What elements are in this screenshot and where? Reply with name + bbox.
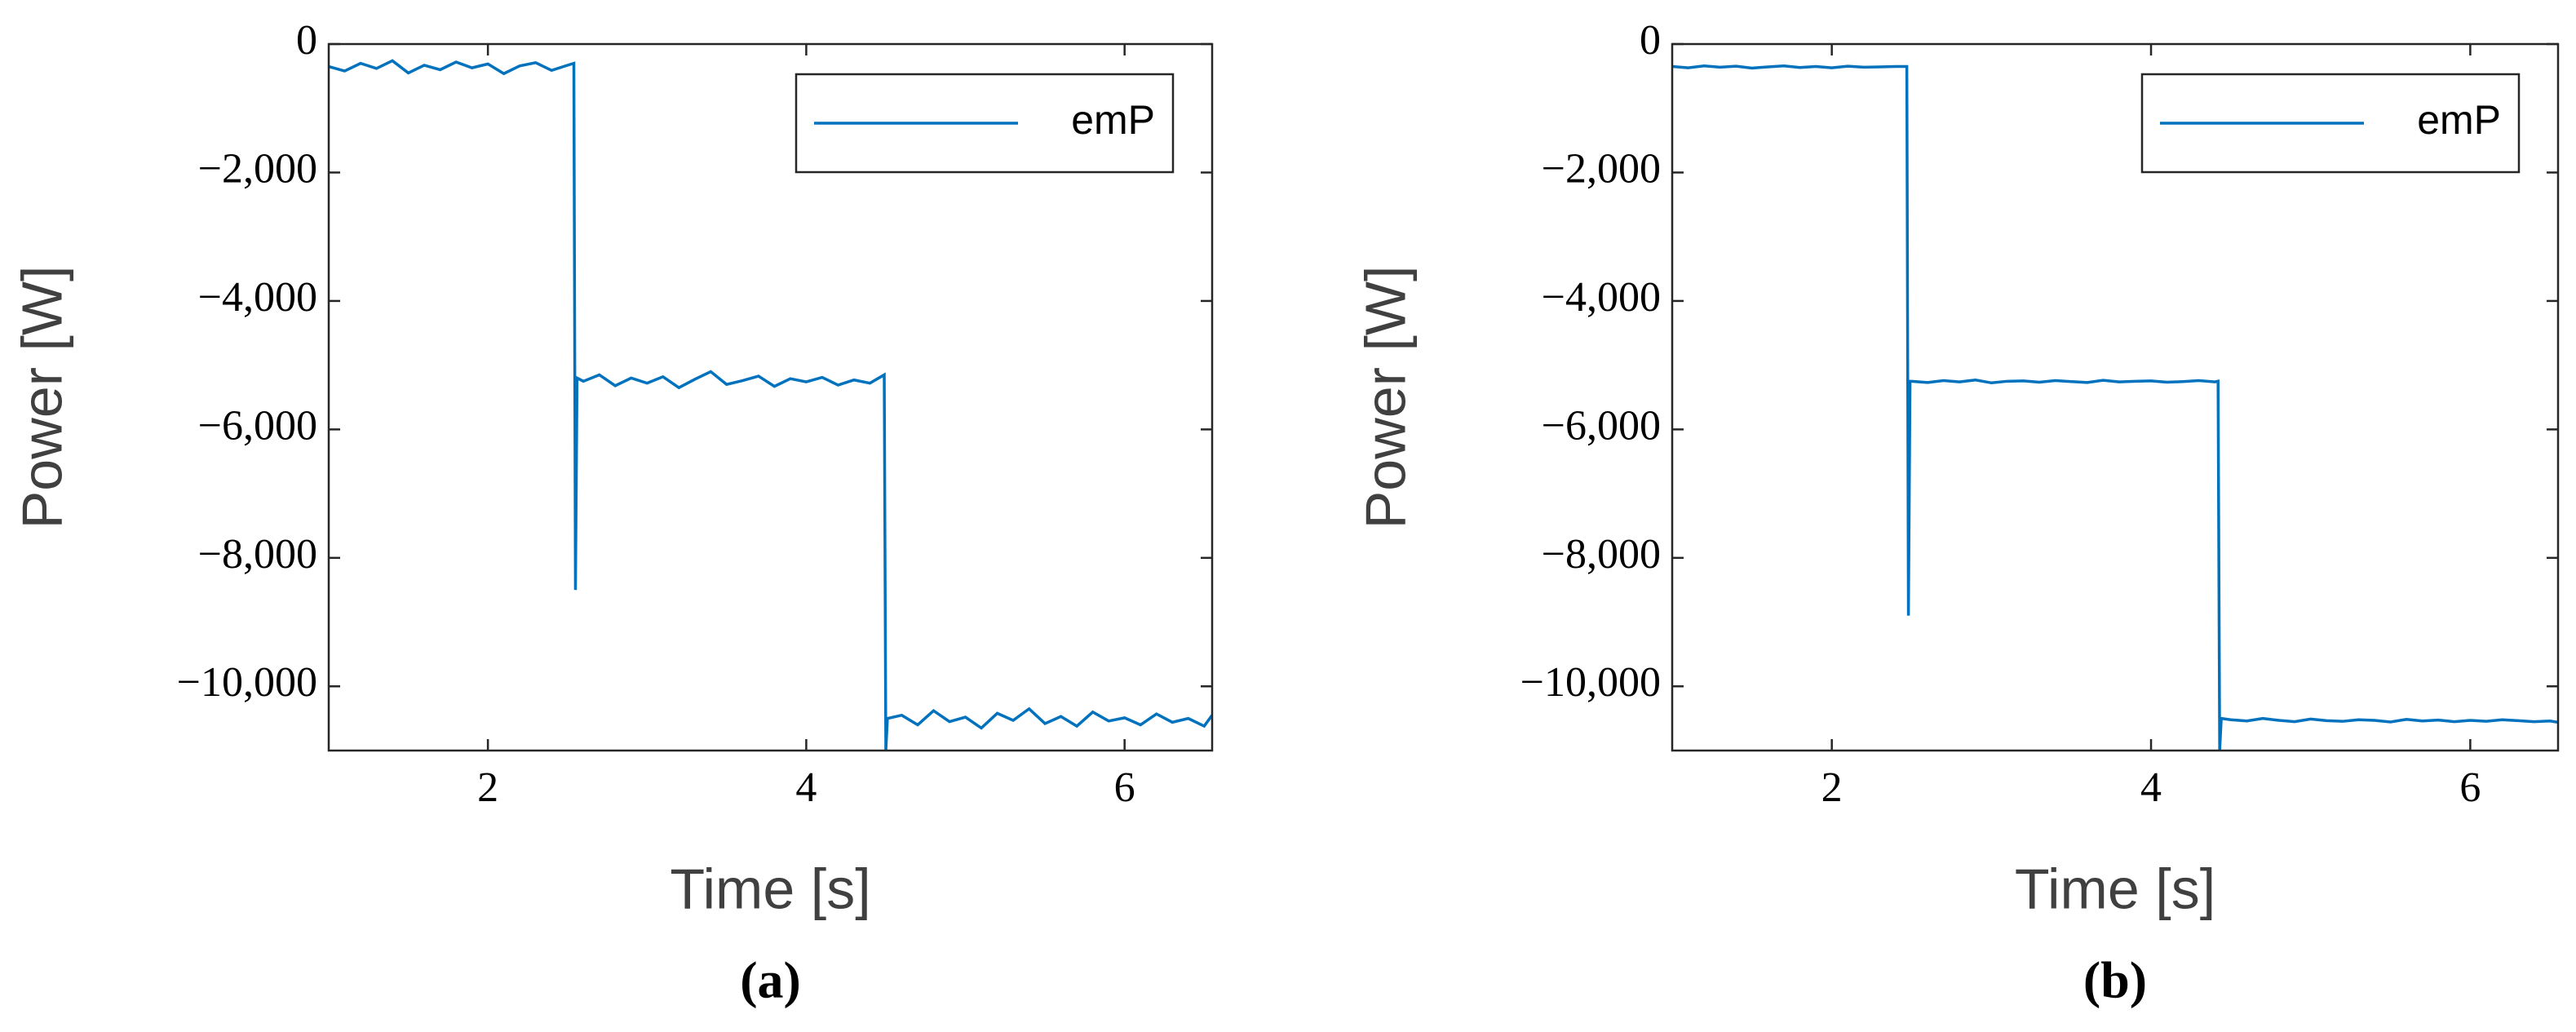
x-tick-label: 6: [2459, 764, 2481, 811]
y-tick-label: −6,000: [198, 402, 317, 449]
y-tick-label: −2,000: [198, 145, 317, 192]
caption: (a): [740, 951, 801, 1009]
y-tick-label: 0: [296, 17, 317, 64]
caption: (b): [2083, 951, 2147, 1009]
x-axis-label: Time [s]: [2015, 857, 2215, 920]
x-tick-label: 2: [477, 764, 498, 811]
x-tick-label: 6: [1114, 764, 1135, 811]
y-tick-label: −8,000: [198, 531, 317, 578]
data-line: [1672, 64, 2558, 751]
legend-label: emP: [1071, 97, 1155, 143]
y-tick-label: −2,000: [1542, 145, 1661, 192]
y-axis-label: Power [W]: [10, 266, 73, 529]
x-axis-label: Time [s]: [670, 857, 870, 920]
y-tick-label: 0: [1640, 17, 1661, 64]
y-tick-label: −4,000: [1542, 274, 1661, 321]
data-line: [329, 59, 1212, 751]
axes-box: [1671, 42, 2560, 752]
axes-box: [327, 42, 1214, 752]
y-tick-label: −6,000: [1542, 402, 1661, 449]
y-tick-label: −4,000: [198, 274, 317, 321]
x-tick-label: 4: [2140, 764, 2162, 811]
x-tick-label: 4: [795, 764, 817, 811]
x-tick-label: 2: [1821, 764, 1843, 811]
legend-label: emP: [2417, 97, 2501, 143]
y-tick-label: −10,000: [1520, 659, 1661, 706]
y-tick-label: −8,000: [1542, 531, 1661, 578]
y-axis-label: Power [W]: [1353, 266, 1417, 529]
y-tick-label: −10,000: [177, 659, 317, 706]
